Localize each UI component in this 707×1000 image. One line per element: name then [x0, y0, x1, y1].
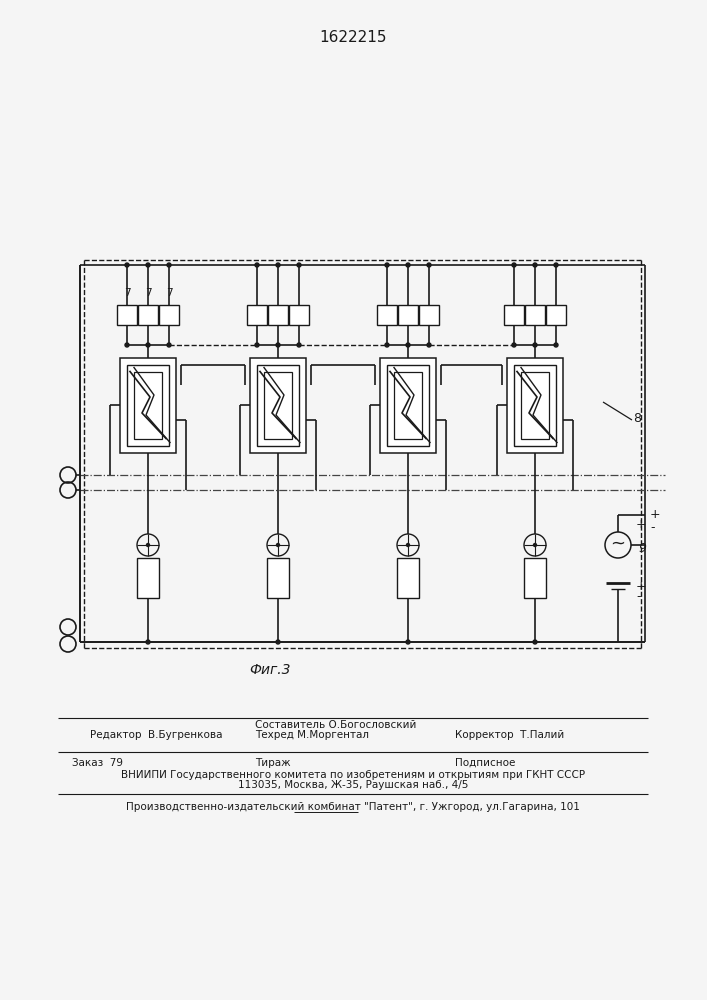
Text: +: + [636, 518, 647, 532]
Bar [514, 364, 556, 446]
Circle shape [385, 263, 389, 267]
Circle shape [534, 544, 537, 546]
Bar [137, 558, 159, 598]
Circle shape [407, 544, 409, 546]
Bar [521, 371, 549, 438]
Text: Редактор  В.Бугренкова: Редактор В.Бугренкова [90, 730, 223, 740]
Text: ~: ~ [611, 535, 626, 553]
Circle shape [533, 263, 537, 267]
Bar [257, 364, 299, 446]
Circle shape [125, 343, 129, 347]
Bar [117, 305, 137, 325]
Bar [525, 305, 545, 325]
Bar [380, 358, 436, 452]
Circle shape [512, 263, 516, 267]
Text: 8: 8 [633, 412, 641, 424]
Circle shape [276, 640, 280, 644]
Circle shape [146, 263, 150, 267]
Circle shape [167, 263, 171, 267]
Circle shape [297, 343, 301, 347]
Circle shape [533, 343, 537, 347]
Text: 113035, Москва, Ж-35, Раушская наб., 4/5: 113035, Москва, Ж-35, Раушская наб., 4/5 [238, 780, 468, 790]
Bar [159, 305, 179, 325]
Text: Техред М.Моргентал: Техред М.Моргентал [255, 730, 369, 740]
Text: Заказ  79: Заказ 79 [72, 758, 123, 768]
Bar [120, 358, 176, 452]
Bar [268, 305, 288, 325]
Text: Корректор  Т.Палий: Корректор Т.Палий [455, 730, 564, 740]
Circle shape [406, 343, 410, 347]
Circle shape [125, 263, 129, 267]
Bar [138, 305, 158, 325]
Circle shape [533, 640, 537, 644]
Circle shape [554, 343, 558, 347]
Text: Фиг.3: Фиг.3 [250, 663, 291, 677]
Text: 7: 7 [124, 288, 130, 298]
Circle shape [146, 544, 149, 546]
Circle shape [512, 343, 516, 347]
Bar [397, 558, 419, 598]
Circle shape [276, 263, 280, 267]
Circle shape [255, 343, 259, 347]
Circle shape [167, 343, 171, 347]
Text: 7: 7 [145, 288, 151, 298]
Circle shape [385, 343, 389, 347]
Text: ВНИИПИ Государственного комитета по изобретениям и открытиям при ГКНТ СССР: ВНИИПИ Государственного комитета по изоб… [121, 770, 585, 780]
Text: Подписное: Подписное [455, 758, 515, 768]
Text: -: - [636, 590, 641, 603]
Circle shape [276, 544, 279, 546]
Bar [267, 558, 289, 598]
Bar [247, 305, 267, 325]
Bar [398, 305, 418, 325]
Circle shape [427, 343, 431, 347]
Text: Составитель О.Богословский: Составитель О.Богословский [255, 720, 416, 730]
Bar [289, 305, 309, 325]
Text: Тираж: Тираж [255, 758, 291, 768]
Circle shape [255, 263, 259, 267]
Text: 7: 7 [165, 288, 173, 298]
Bar [504, 305, 524, 325]
Text: -: - [650, 522, 655, 534]
Text: +: + [650, 508, 660, 522]
Bar [419, 305, 439, 325]
Bar [134, 371, 162, 438]
Bar [250, 358, 306, 452]
Circle shape [406, 263, 410, 267]
Bar [507, 358, 563, 452]
Text: 1622215: 1622215 [320, 30, 387, 45]
Bar [546, 305, 566, 325]
Bar [264, 371, 292, 438]
Bar [394, 371, 422, 438]
Circle shape [406, 640, 410, 644]
Bar [524, 558, 546, 598]
Text: +: + [636, 580, 647, 592]
Circle shape [554, 263, 558, 267]
Circle shape [146, 343, 150, 347]
Bar [387, 364, 429, 446]
Bar [377, 305, 397, 325]
Circle shape [146, 640, 150, 644]
Text: 9: 9 [638, 542, 646, 554]
Circle shape [427, 263, 431, 267]
Circle shape [297, 263, 301, 267]
Bar [127, 364, 169, 446]
Text: Производственно-издательский комбинат "Патент", г. Ужгород, ул.Гагарина, 101: Производственно-издательский комбинат "П… [126, 802, 580, 812]
Circle shape [276, 343, 280, 347]
